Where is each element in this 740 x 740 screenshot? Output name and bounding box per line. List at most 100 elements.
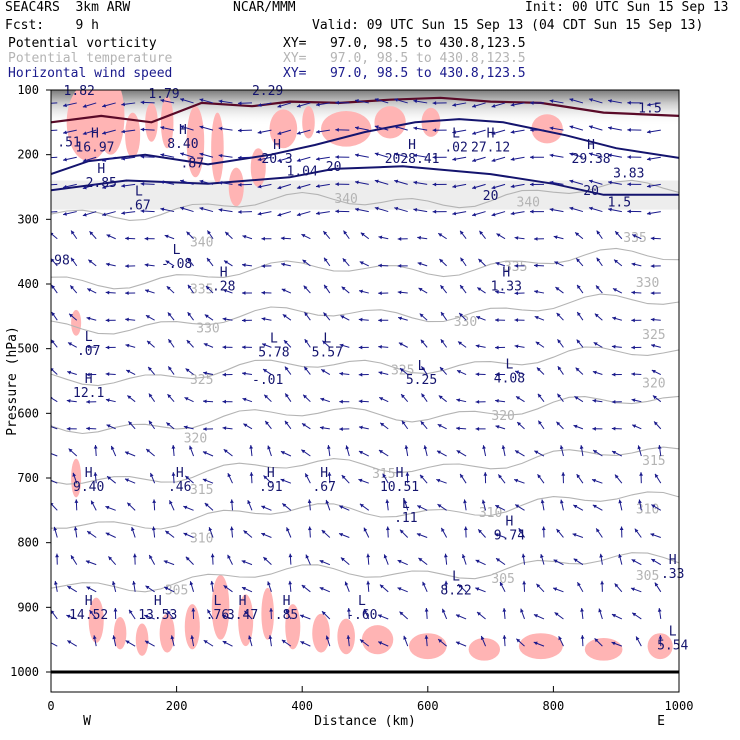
wind-vector	[618, 553, 623, 565]
wind-vector	[358, 450, 369, 457]
wind-vector	[533, 614, 545, 620]
wind-vector	[540, 499, 545, 511]
wind-vector	[53, 526, 58, 538]
y-axis-title: Pressure (hPa)	[5, 326, 20, 436]
wind-vector	[646, 211, 661, 216]
wind-vector	[452, 211, 467, 216]
wind-vector	[169, 500, 175, 511]
theta-label: 340	[334, 192, 357, 207]
x-tick-label: 1000	[665, 699, 694, 713]
wind-vector	[62, 211, 77, 216]
y-tick-label: 800	[17, 536, 39, 550]
wind-vector	[510, 183, 525, 189]
wind-vector	[658, 635, 663, 647]
wind-vector	[319, 560, 331, 566]
wind-vector	[218, 181, 233, 185]
wind-vector	[608, 99, 622, 104]
wind-vector	[491, 211, 506, 217]
extremum-mark: H	[273, 138, 281, 153]
wind-vector	[432, 182, 447, 187]
wind-vector	[339, 427, 350, 431]
wind-vector	[185, 556, 194, 566]
wind-vector	[627, 128, 642, 132]
wind-vector	[277, 183, 292, 190]
theta-label: 340	[517, 195, 540, 210]
wind-vector	[588, 152, 603, 158]
extremum-mark: H	[396, 466, 404, 481]
wind-vector	[82, 211, 97, 217]
wind-vector	[614, 583, 623, 593]
wind-vector	[51, 339, 58, 348]
wind-vector	[127, 395, 136, 403]
wind-vector	[261, 264, 272, 268]
extremum-value: .28	[212, 279, 235, 294]
wind-speed-label: 20	[326, 160, 342, 175]
wind-vector	[301, 584, 311, 593]
theta-label: 335	[623, 231, 646, 246]
wind-vector	[631, 612, 642, 620]
extremum-value: 3.83	[613, 166, 644, 181]
header-valid: Valid: 09 UTC Sun 15 Sep 13 (04 CDT Sun …	[312, 18, 704, 33]
wind-vector	[304, 311, 311, 321]
extremum-value: .07	[77, 344, 100, 359]
wind-vector	[227, 554, 233, 565]
wind-vector	[483, 472, 488, 484]
wind-vector	[452, 156, 467, 162]
wind-vector	[579, 445, 584, 457]
x-tick-label: 200	[166, 699, 188, 713]
theta-label: 330	[454, 315, 477, 330]
plot-frame	[50, 89, 680, 693]
wind-vector	[413, 153, 428, 158]
east-label: E	[657, 714, 665, 729]
wind-vector	[518, 527, 525, 538]
wind-vector	[121, 211, 136, 215]
wind-vector	[222, 345, 233, 350]
wind-vector	[267, 445, 272, 457]
y-tick-label: 400	[17, 277, 39, 291]
wind-vector	[230, 499, 234, 511]
wind-vector	[359, 261, 369, 267]
wind-vector	[62, 102, 77, 108]
extremum-value: 1.33	[491, 279, 522, 294]
wind-vector	[424, 635, 429, 647]
wind-vector	[639, 472, 644, 484]
wind-vector	[184, 475, 194, 484]
wind-vector	[598, 608, 603, 620]
wind-vector	[121, 129, 136, 134]
wind-vector	[382, 473, 389, 484]
wind-vector	[514, 318, 525, 322]
extremum-mark: L	[402, 497, 410, 512]
wind-vector	[436, 478, 447, 484]
wind-vector	[147, 366, 156, 375]
wind-vector	[144, 289, 155, 294]
wind-vector	[552, 587, 564, 593]
theta-label: 330	[196, 322, 219, 337]
wind-vector	[537, 420, 545, 430]
wind-vector	[202, 478, 214, 484]
wind-vector	[374, 152, 389, 158]
wind-vector	[574, 395, 584, 403]
wind-vector	[242, 397, 253, 403]
pv-shade-blob	[125, 112, 141, 158]
wind-vector	[315, 211, 330, 216]
wind-vector	[420, 420, 428, 430]
pv-shade-blob	[261, 587, 274, 640]
wind-vector	[651, 369, 662, 375]
wind-vector	[377, 641, 389, 647]
extremum-mark: H	[85, 594, 93, 609]
wind-vector	[533, 641, 545, 647]
wind-vector	[150, 472, 156, 484]
field-pv-xy: XY= 97.0, 98.5 to 430.8,123.5	[283, 36, 526, 51]
wind-vector	[374, 125, 389, 131]
wind-vector	[54, 580, 58, 592]
wind-vector	[69, 285, 78, 294]
wind-vector	[611, 426, 622, 431]
wind-vector	[529, 101, 544, 105]
theta-label: 315	[642, 454, 665, 469]
wind-vector	[541, 526, 546, 538]
wind-vector	[444, 580, 449, 592]
wind-vector	[102, 156, 116, 162]
wind-vector	[646, 183, 661, 188]
wind-vector	[85, 560, 97, 566]
wind-vector	[529, 209, 544, 214]
